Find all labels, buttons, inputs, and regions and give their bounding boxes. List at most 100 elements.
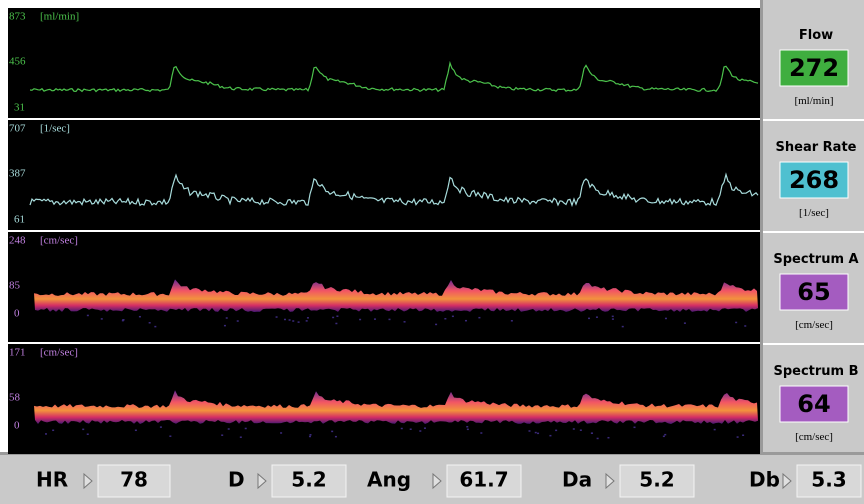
spectrum-noise [169, 435, 171, 437]
metric-unit: [cm/sec] [795, 431, 833, 443]
scale-label: 61 [14, 214, 25, 226]
spectrum-noise [607, 437, 609, 439]
spectrum-noise [612, 318, 614, 320]
scale-label: 0 [14, 308, 20, 320]
spectrum-noise [528, 430, 530, 432]
spectrum-noise [280, 432, 282, 434]
divider [763, 231, 864, 233]
scale-label: 31 [14, 102, 25, 114]
scale-label: 0 [14, 420, 20, 432]
spectrum-noise [335, 436, 337, 438]
spectrum-noise [597, 438, 599, 440]
spectrum-noise [478, 317, 480, 319]
spectrum-noise [535, 432, 537, 434]
metric-label: Spectrum B [773, 364, 858, 379]
field-label: D [228, 468, 245, 492]
spectrum-noise [135, 430, 137, 432]
field-value: 61.7 [459, 468, 508, 492]
scale-label: 85 [9, 280, 21, 292]
divider [763, 119, 864, 121]
spectrum-noise [401, 428, 403, 430]
scale-label: 873 [9, 11, 26, 23]
metric-value: 64 [797, 390, 830, 418]
spectrum-noise [744, 325, 746, 327]
spectrum-noise [359, 319, 361, 321]
spectrum-noise [537, 433, 539, 435]
spectrum-noise [663, 436, 665, 438]
waveform-panel [8, 8, 760, 118]
spectrum-noise [52, 430, 54, 432]
spectrum-noise [101, 318, 103, 320]
spectrum-noise [612, 316, 614, 318]
field-value: 78 [120, 468, 148, 492]
spectrum-noise [226, 317, 228, 319]
scale-label: 456 [9, 56, 26, 68]
spectrum-noise [332, 317, 334, 319]
waveform-panel [8, 120, 760, 230]
metric-value: 268 [789, 166, 839, 194]
field-label: HR [36, 468, 68, 492]
metric-value: 65 [797, 278, 830, 306]
spectrum-noise [237, 320, 239, 322]
metric-unit: [ml/min] [794, 95, 833, 107]
spectrum-noise [374, 318, 376, 320]
spectrum-noise [309, 436, 311, 438]
spectrum-noise [45, 433, 47, 435]
waveform-panel [8, 232, 760, 342]
spectrum-noise [622, 326, 624, 328]
spectrum-noise [511, 320, 513, 322]
spectrum-noise [240, 436, 242, 438]
spectrum-noise [292, 320, 294, 322]
spectrum-noise [465, 320, 467, 322]
spectrum-noise [336, 315, 338, 317]
unit-label: [1/sec] [40, 123, 70, 135]
field-value: 5.2 [639, 468, 674, 492]
spectrum-noise [588, 318, 590, 320]
spectrum-noise [573, 428, 575, 430]
scale-label: 387 [9, 168, 26, 180]
spectrum-noise [742, 434, 744, 436]
spectrum-noise [735, 322, 737, 324]
scale-label: 248 [9, 235, 26, 247]
spectrum-noise [87, 433, 89, 435]
spectrum-noise [228, 428, 230, 430]
field-value: 5.2 [291, 468, 326, 492]
spectrum-noise [466, 426, 468, 428]
spectrum-noise [665, 318, 667, 320]
field-label: Ang [367, 468, 411, 492]
field-label: Da [562, 468, 592, 492]
spectrum-noise [555, 430, 557, 432]
spectrum-noise [335, 323, 337, 325]
metric-value: 272 [789, 54, 839, 82]
spectrum-noise [444, 318, 446, 320]
spectrum-noise [221, 434, 223, 436]
spectrum-noise [633, 427, 635, 429]
spectrum-noise [467, 429, 469, 431]
unit-label: [cm/sec] [40, 347, 78, 359]
spectrum-noise [664, 434, 666, 436]
spectrum-noise [331, 431, 333, 433]
scale-label: 707 [9, 123, 26, 135]
spectrum-noise [549, 435, 551, 437]
field-value: 5.3 [811, 468, 846, 492]
metric-label: Spectrum A [773, 252, 858, 267]
waveform-panel [8, 344, 760, 454]
spectrum-noise [591, 432, 593, 434]
unit-label: [ml/min] [40, 11, 79, 23]
spectrum-noise [435, 324, 437, 326]
scale-label: 58 [9, 392, 21, 404]
spectrum-noise [714, 429, 716, 431]
spectrum-noise [452, 316, 454, 318]
spectrum-noise [87, 315, 89, 317]
spectrum-noise [737, 436, 739, 438]
spectrum-noise [154, 326, 156, 328]
spectrum-noise [684, 322, 686, 324]
spectrum-noise [580, 429, 582, 431]
scale-label: 171 [9, 347, 26, 359]
metric-label: Shear Rate [776, 140, 857, 155]
metric-label: Flow [799, 28, 833, 43]
spectrum-noise [122, 319, 124, 321]
metric-unit: [1/sec] [799, 207, 829, 219]
metric-unit: [cm/sec] [795, 319, 833, 331]
spectrum-noise [410, 428, 412, 430]
